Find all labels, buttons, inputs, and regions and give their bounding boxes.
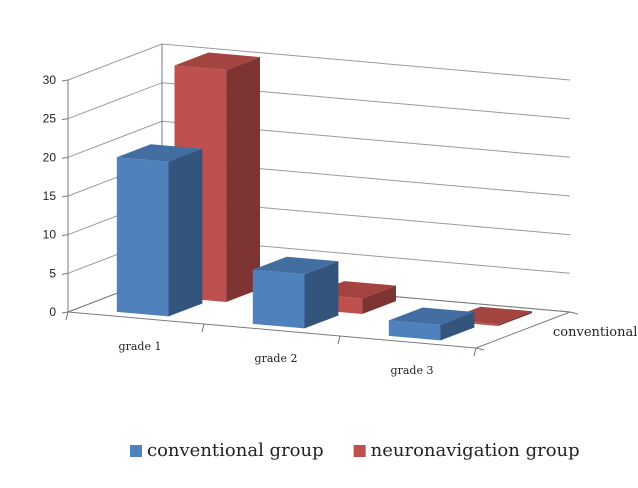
bar-top-face	[174, 52, 260, 70]
bar-conventional-group-grade-1	[116, 144, 203, 317]
y-tick-label: 20	[43, 150, 57, 164]
gridline	[67, 43, 571, 81]
bar-side-face	[362, 285, 396, 314]
bar-side-face	[498, 311, 532, 326]
y-tick-label: 30	[43, 73, 57, 87]
bar-side-face	[168, 148, 203, 317]
bar-conventional-group-grade-2	[252, 256, 339, 329]
category-label: grade 2	[255, 352, 298, 365]
y-tick-mark	[61, 79, 69, 82]
category-tick	[201, 323, 205, 333]
y-tick-mark	[61, 118, 69, 121]
y-axis-tick-labels: 0 5 10 15 20 25 30	[43, 73, 69, 319]
y-tick-mark	[61, 272, 69, 275]
gridline	[67, 82, 571, 120]
depth-tick	[569, 311, 579, 315]
category-label: grade 1	[119, 340, 162, 353]
legend: conventional group neuronavigation group	[130, 440, 580, 461]
bar-side-face	[304, 261, 339, 329]
y-tick-mark	[61, 195, 69, 198]
category-tick	[473, 347, 477, 357]
bar-top-face	[116, 144, 203, 162]
legend-label: neuronavigation group	[371, 440, 580, 461]
legend-swatch	[353, 445, 366, 457]
y-tick-label: 5	[49, 266, 56, 280]
chart-walls	[65, 43, 579, 357]
bar-front-face	[252, 269, 305, 329]
bar-side-face	[440, 312, 475, 341]
category-tick	[65, 311, 69, 321]
y-tick-mark	[61, 234, 69, 237]
y-tick-label: 25	[43, 112, 57, 126]
y-tick-label: 10	[43, 228, 57, 242]
y-tick-label: 0	[49, 305, 56, 319]
depth-axis-label: conventional group	[553, 325, 638, 340]
category-label: grade 3	[391, 364, 434, 377]
category-tick	[337, 335, 341, 345]
legend-swatch	[130, 445, 142, 457]
bar-front-face	[116, 157, 169, 317]
legend-label: conventional group	[147, 440, 324, 461]
bar-front-face	[388, 320, 441, 341]
bar-top-face	[388, 307, 475, 325]
depth-tick	[475, 347, 485, 351]
y-tick-label: 15	[43, 189, 57, 203]
bar-conventional-group-grade-3	[388, 307, 475, 341]
bar-top-face	[252, 256, 339, 275]
category-labels: grade 1 grade 2 grade 3	[119, 340, 434, 377]
y-tick-mark	[61, 311, 69, 314]
bar-side-face	[226, 57, 260, 302]
y-tick-mark	[61, 156, 69, 159]
bars	[116, 52, 532, 341]
